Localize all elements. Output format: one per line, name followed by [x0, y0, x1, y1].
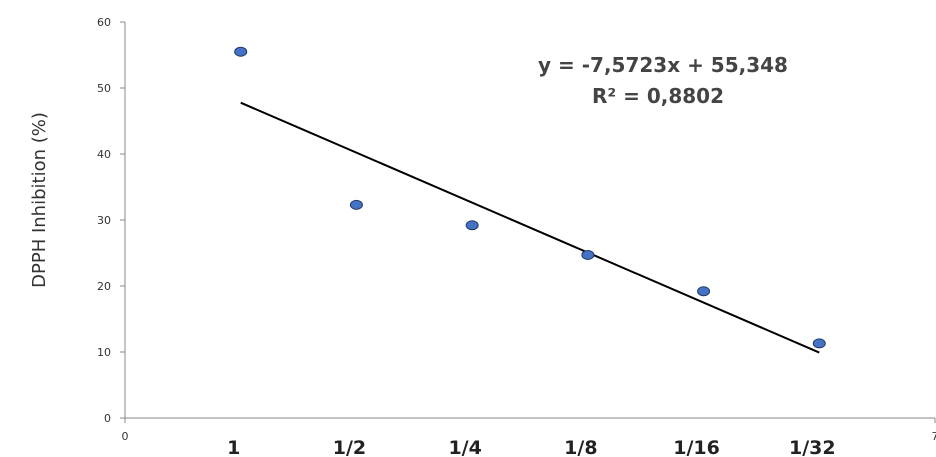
y-tick-label: 20	[97, 280, 111, 293]
data-point	[349, 199, 363, 210]
trendline-equation: y = -7,5723x + 55,348	[538, 53, 788, 77]
data-point	[697, 286, 711, 297]
data-point	[812, 338, 826, 349]
y-tick-label: 40	[97, 148, 111, 161]
data-point	[234, 46, 248, 57]
r-squared-label: R² = 0,8802	[592, 84, 724, 108]
category-label: 1/16	[673, 437, 720, 457]
category-label: 1/2	[333, 437, 366, 457]
data-point	[465, 220, 479, 231]
category-label: 1/8	[564, 437, 597, 457]
y-tick-label: 0	[104, 412, 111, 425]
data-point	[581, 249, 595, 260]
category-labels: 1 1/2 1/4 1/8 1/16 1/32	[227, 437, 835, 457]
y-tick-label: 50	[97, 82, 111, 95]
data-points	[234, 46, 826, 349]
y-tick-label: 10	[97, 346, 111, 359]
y-tick-label: 30	[97, 214, 111, 227]
y-axis-ticks: 0 10 20 30 40 50 60	[97, 16, 125, 425]
category-label: 1	[227, 437, 240, 457]
y-tick-label: 60	[97, 16, 111, 29]
category-label: 1/4	[448, 437, 481, 457]
trendline	[240, 101, 820, 354]
category-label: 1/32	[789, 437, 836, 457]
y-axis-label: DPPH Inhibition (%)	[29, 112, 50, 288]
x-tick-label: 0	[122, 430, 129, 443]
x-tick-label: 7	[932, 430, 936, 443]
